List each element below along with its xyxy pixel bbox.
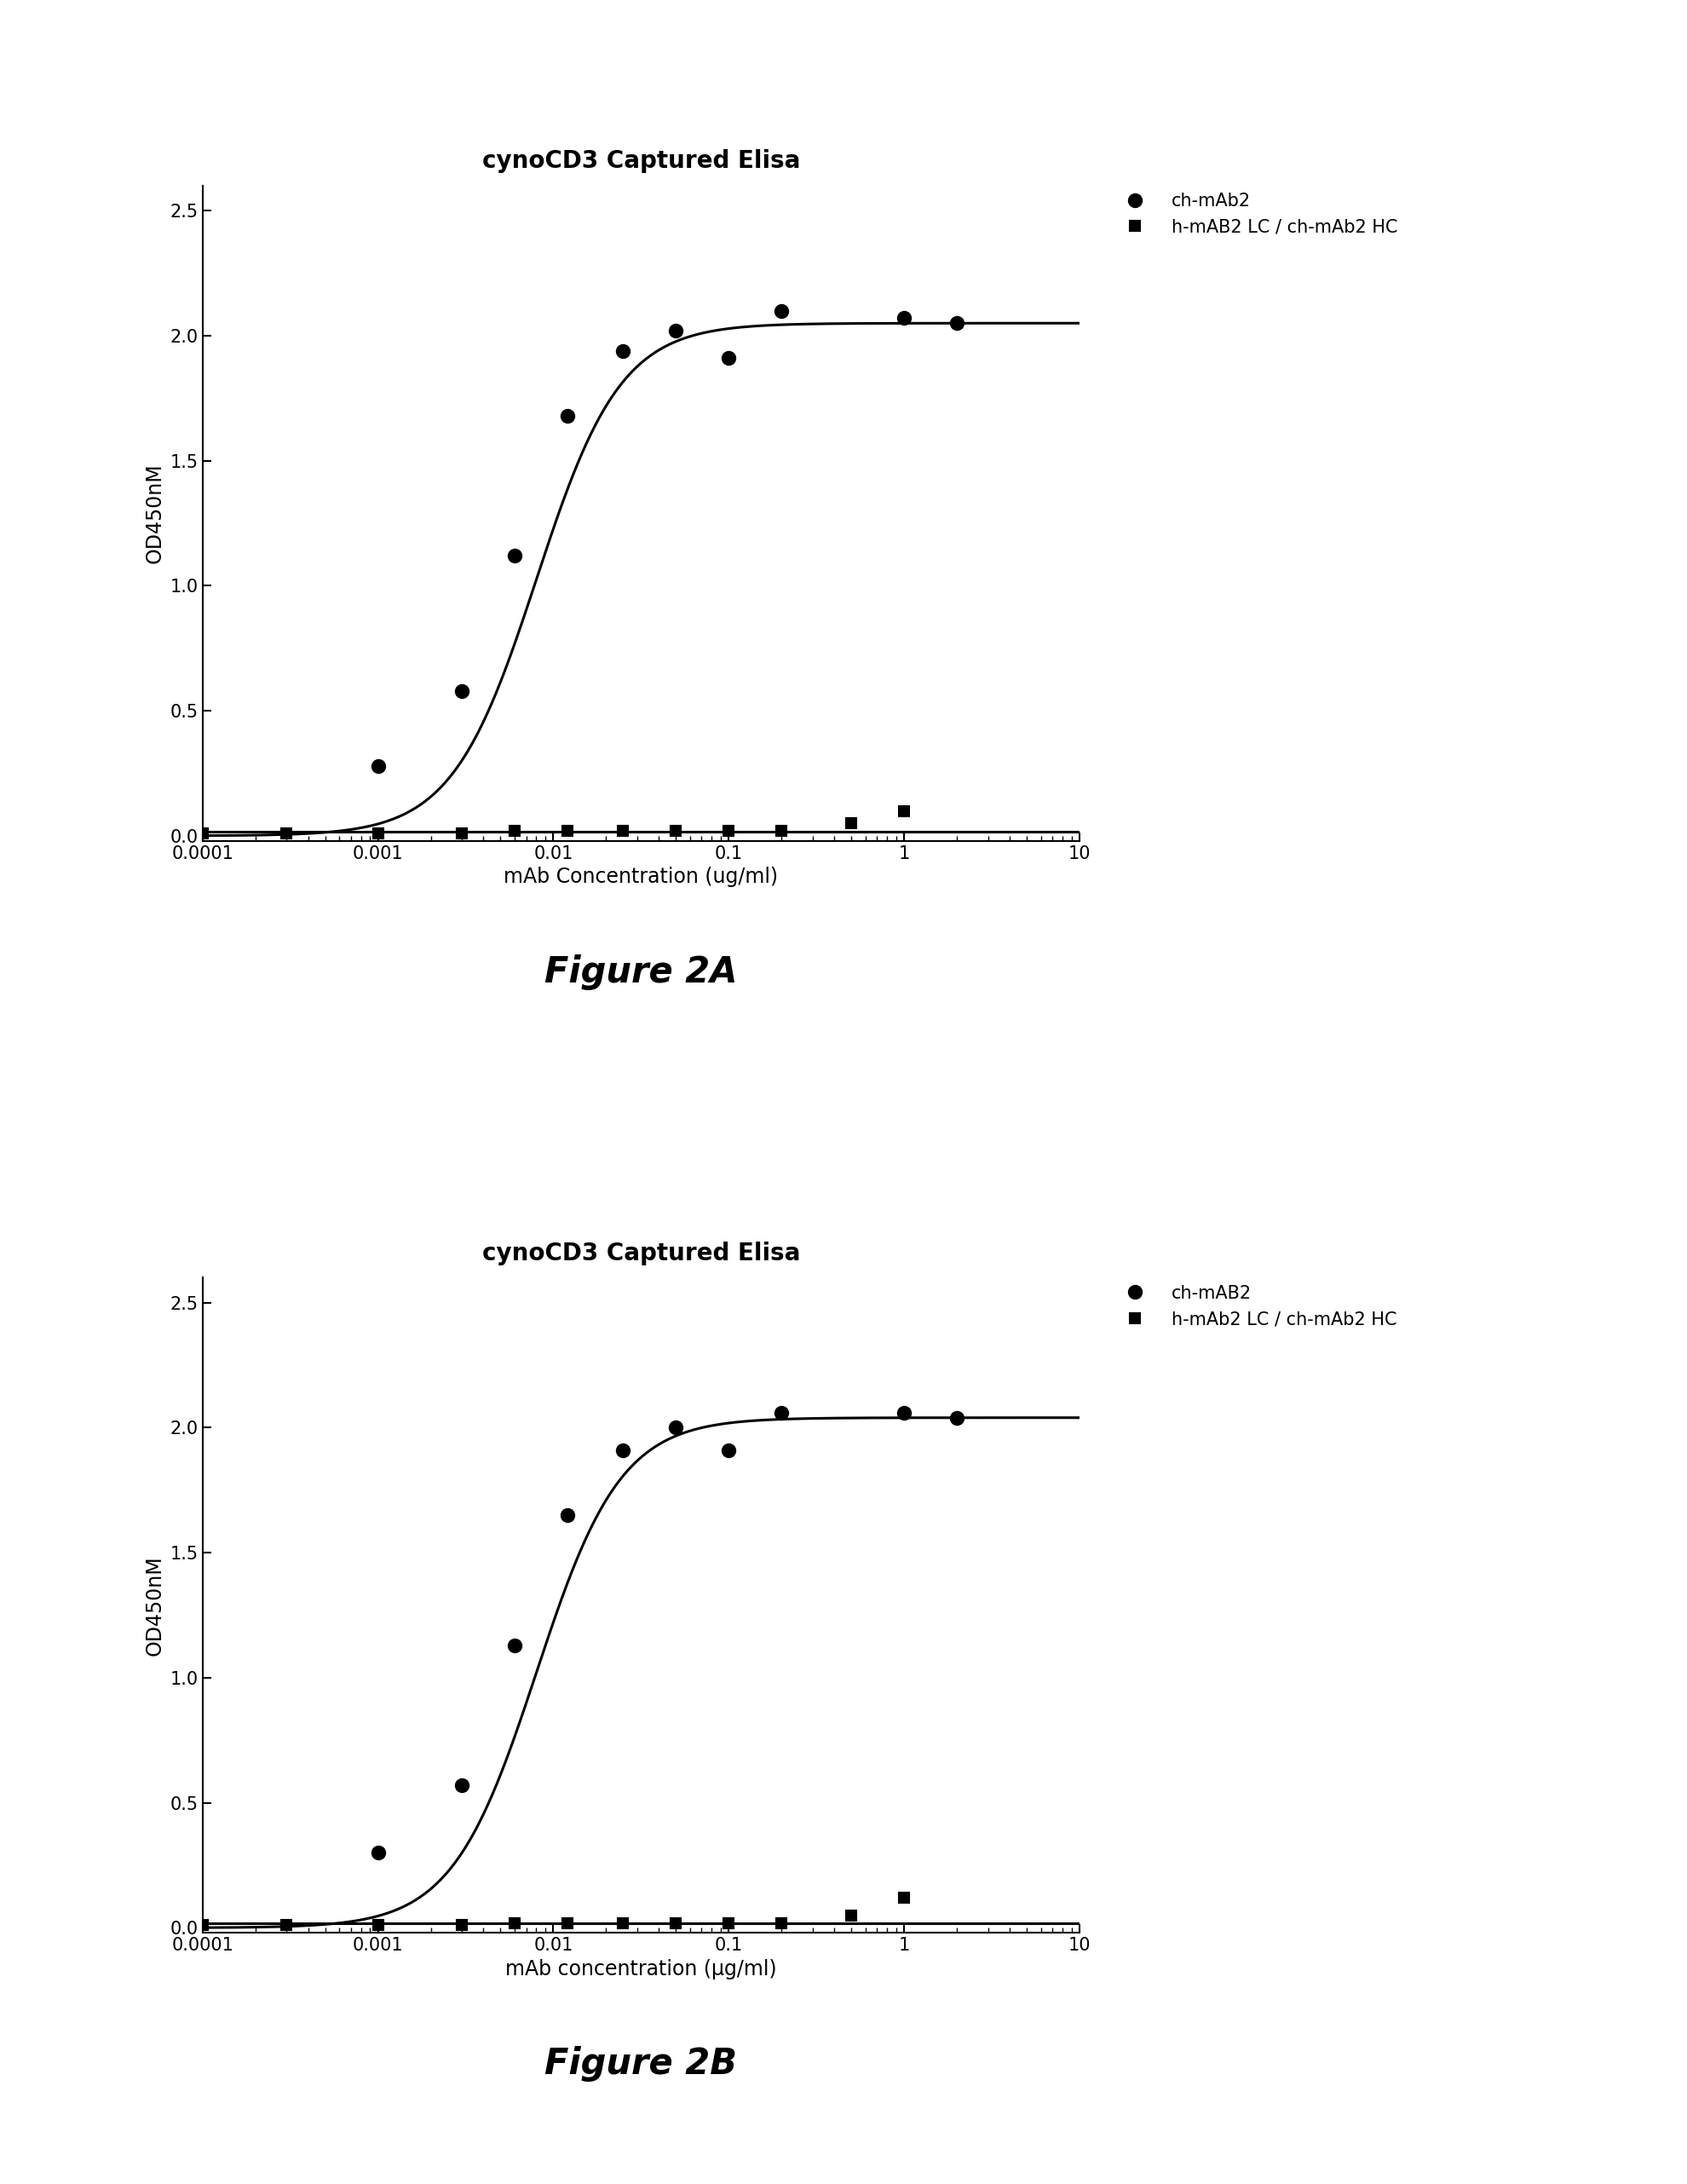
Title: cynoCD3 Captured Elisa: cynoCD3 Captured Elisa [482, 1241, 800, 1265]
Y-axis label: OD450nM: OD450nM [145, 1555, 165, 1655]
h-mAB2 LC / ch-mAb2 HC [666, 817, 687, 843]
h-mAb2 LC / ch-mAb2 HC [666, 1909, 687, 1935]
h-mAB2 LC / ch-mAb2 HC [504, 817, 525, 843]
ch-mAB2 [946, 1404, 967, 1431]
h-mAb2 LC / ch-mAb2 HC [557, 1909, 577, 1935]
Y-axis label: OD450nM: OD450nM [145, 463, 165, 563]
ch-mAB2 [894, 1400, 914, 1426]
Text: Figure 2A: Figure 2A [545, 954, 737, 989]
h-mAb2 LC / ch-mAb2 HC [368, 1913, 388, 1939]
ch-mAB2 [504, 1631, 525, 1658]
h-mAB2 LC / ch-mAb2 HC [719, 817, 739, 843]
h-mAb2 LC / ch-mAb2 HC [719, 1909, 739, 1935]
Legend: ch-mAB2, h-mAb2 LC / ch-mAb2 HC: ch-mAB2, h-mAb2 LC / ch-mAb2 HC [1107, 1278, 1404, 1334]
Legend: ch-mAb2, h-mAB2 LC / ch-mAb2 HC: ch-mAb2, h-mAB2 LC / ch-mAb2 HC [1107, 186, 1405, 242]
Line: ch-mAb2: ch-mAb2 [371, 304, 963, 773]
h-mAb2 LC / ch-mAb2 HC [612, 1909, 633, 1935]
X-axis label: mAb Concentration (ug/ml): mAb Concentration (ug/ml) [504, 867, 778, 887]
h-mAB2 LC / ch-mAb2 HC [842, 810, 862, 836]
Line: h-mAb2 LC / ch-mAb2 HC: h-mAb2 LC / ch-mAb2 HC [197, 1894, 909, 1931]
h-mAB2 LC / ch-mAb2 HC [771, 817, 791, 843]
ch-mAb2 [504, 542, 525, 568]
ch-mAb2 [557, 402, 577, 428]
X-axis label: mAb concentration (μg/ml): mAb concentration (μg/ml) [506, 1959, 776, 1979]
ch-mAB2 [666, 1415, 687, 1441]
ch-mAB2 [719, 1437, 739, 1463]
h-mAB2 LC / ch-mAb2 HC [612, 817, 633, 843]
ch-mAb2 [719, 345, 739, 371]
h-mAB2 LC / ch-mAb2 HC [894, 797, 914, 823]
ch-mAB2 [771, 1400, 791, 1426]
ch-mAB2 [557, 1503, 577, 1529]
h-mAb2 LC / ch-mAb2 HC [842, 1902, 862, 1928]
h-mAb2 LC / ch-mAb2 HC [277, 1913, 297, 1939]
h-mAB2 LC / ch-mAb2 HC [452, 821, 472, 847]
ch-mAB2 [368, 1839, 388, 1865]
Title: cynoCD3 Captured Elisa: cynoCD3 Captured Elisa [482, 149, 800, 173]
h-mAb2 LC / ch-mAb2 HC [894, 1885, 914, 1911]
h-mAb2 LC / ch-mAb2 HC [771, 1909, 791, 1935]
ch-mAB2 [612, 1437, 633, 1463]
h-mAB2 LC / ch-mAb2 HC [277, 821, 297, 847]
ch-mAb2 [771, 297, 791, 323]
h-mAB2 LC / ch-mAb2 HC [368, 821, 388, 847]
ch-mAb2 [368, 753, 388, 780]
ch-mAb2 [894, 306, 914, 332]
ch-mAB2 [452, 1771, 472, 1797]
Line: ch-mAB2: ch-mAB2 [371, 1406, 963, 1859]
Line: h-mAB2 LC / ch-mAb2 HC: h-mAB2 LC / ch-mAb2 HC [197, 806, 909, 839]
ch-mAb2 [946, 310, 967, 336]
ch-mAb2 [612, 339, 633, 365]
ch-mAb2 [666, 317, 687, 343]
h-mAb2 LC / ch-mAb2 HC [452, 1913, 472, 1939]
h-mAB2 LC / ch-mAb2 HC [192, 821, 213, 847]
h-mAb2 LC / ch-mAb2 HC [192, 1913, 213, 1939]
h-mAB2 LC / ch-mAb2 HC [557, 817, 577, 843]
Text: Figure 2B: Figure 2B [545, 2046, 737, 2081]
ch-mAb2 [452, 677, 472, 703]
h-mAb2 LC / ch-mAb2 HC [504, 1909, 525, 1935]
